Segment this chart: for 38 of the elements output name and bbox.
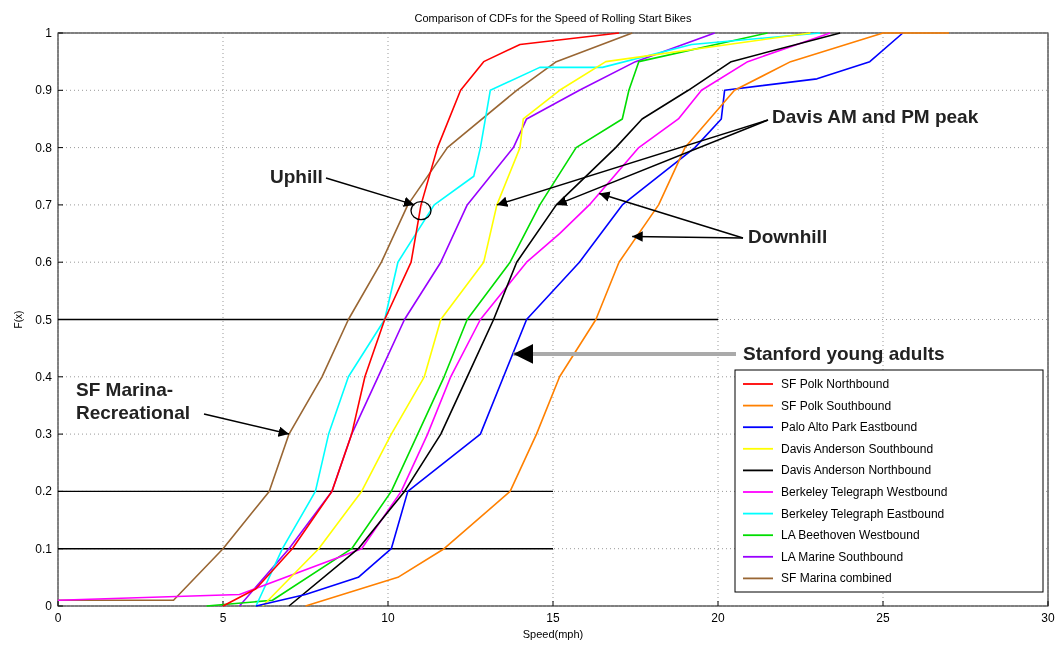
x-tick-label: 25 bbox=[876, 611, 890, 625]
legend-label: Davis Anderson Northbound bbox=[781, 463, 932, 478]
y-tick-label: 0.8 bbox=[35, 140, 53, 155]
annotation: Stanford young adults bbox=[743, 343, 945, 364]
legend-label: Berkeley Telegraph Westbound bbox=[781, 485, 948, 499]
x-tick-label: 0 bbox=[54, 611, 62, 625]
x-tick-label: 5 bbox=[219, 611, 227, 625]
legend-label: SF Marina combined bbox=[781, 571, 892, 586]
line-series bbox=[238, 32, 716, 607]
y-tick-label: 0.6 bbox=[35, 255, 53, 270]
x-tick-label: 15 bbox=[546, 611, 560, 625]
y-tick-label: 0.7 bbox=[35, 197, 53, 212]
y-tick-label: 0.4 bbox=[35, 369, 53, 384]
legend-label: Palo Alto Park Eastbound bbox=[781, 420, 918, 435]
annotation: Downhill bbox=[748, 226, 828, 247]
y-axis-title: F(x) bbox=[13, 310, 24, 329]
y-tick-label: 1 bbox=[45, 26, 53, 40]
y-tick-label: 0.9 bbox=[35, 83, 53, 98]
legend-label: LA Marine Southbound bbox=[781, 549, 904, 564]
y-tick-label: 0.5 bbox=[35, 312, 53, 327]
chart-title: Comparison of CDFs for the Speed of Rolling Start Bikes bbox=[414, 12, 692, 24]
legend-label: Berkeley Telegraph Eastbound bbox=[781, 506, 945, 521]
x-tick-label: 20 bbox=[711, 611, 725, 625]
x-axis-title: Speed(mph) bbox=[522, 628, 584, 640]
legend-label: Davis Anderson Southbound bbox=[781, 441, 934, 456]
annotation: Davis AM and PM peak bbox=[772, 106, 979, 127]
x-tick-label: 30 bbox=[1041, 611, 1055, 625]
x-tick-label: 10 bbox=[381, 611, 395, 625]
line-series bbox=[222, 32, 620, 607]
legend-label: SF Polk Northbound bbox=[781, 377, 890, 391]
annotation: Uphill bbox=[270, 166, 323, 187]
legend-label: LA Beethoven Westbound bbox=[781, 528, 920, 543]
y-tick-label: 0.3 bbox=[35, 427, 53, 442]
y-tick-label: 0.1 bbox=[35, 541, 53, 556]
y-tick-label: 0.2 bbox=[35, 484, 53, 499]
y-tick-label: 0 bbox=[45, 599, 53, 613]
legend-label: SF Polk Southbound bbox=[781, 398, 892, 413]
annotation: SF Marina- Recreational bbox=[76, 379, 191, 423]
